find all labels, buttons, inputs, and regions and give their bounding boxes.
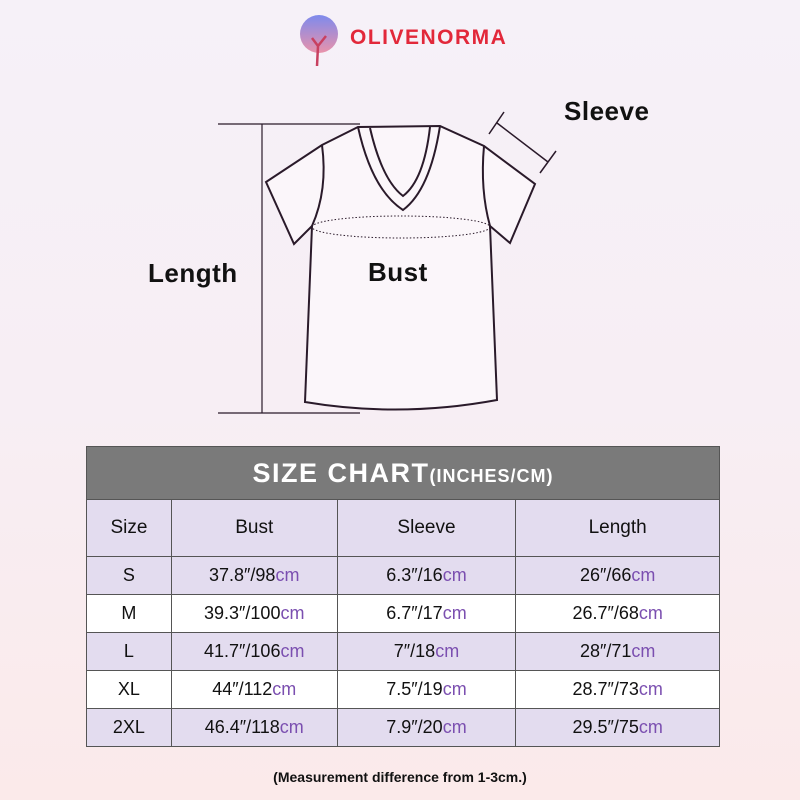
cell-length: 26″/66cm (515, 556, 720, 595)
table-row: 2XL 46.4″/118cm 7.9″/20cm 29.5″/75cm (86, 708, 720, 747)
unit-label: cm (275, 565, 300, 585)
cell-length: 29.5″/75cm (515, 708, 720, 747)
cell-size: S (86, 556, 172, 595)
sleeve-value: 6.3″/16 (386, 565, 443, 585)
cell-bust: 41.7″/106cm (170, 632, 338, 671)
measurement-note: (Measurement difference from 1-3cm.) (273, 769, 527, 785)
table-row: XL 44″/112cm 7.5″/19cm 28.7″/73cm (86, 670, 720, 709)
length-value: 26.7″/68 (572, 603, 639, 623)
bust-value: 46.4″/118 (204, 717, 280, 737)
cell-bust: 44″/112cm (170, 670, 338, 709)
sleeve-value: 7.5″/19 (386, 679, 443, 699)
cell-bust: 37.8″/98cm (170, 556, 338, 595)
unit-label: cm (279, 717, 304, 737)
bust-label: Bust (368, 257, 428, 287)
length-value: 26″/66 (579, 565, 632, 585)
title-text: SIZE CHART (252, 457, 430, 488)
sleeve-value: 6.7″/17 (386, 603, 443, 623)
length-value: 28.7″/73 (572, 679, 639, 699)
size-value: S (122, 565, 135, 585)
unit-label: cm (631, 641, 656, 661)
length-value: 29.5″/75 (572, 717, 639, 737)
bust-value: 44″/112 (212, 679, 273, 699)
unit-label: cm (280, 641, 305, 661)
sleeve-label: Sleeve (564, 96, 650, 126)
unit-label: cm (442, 679, 467, 699)
cell-size: M (86, 594, 172, 633)
header-size: Size (86, 499, 172, 557)
cell-sleeve: 6.7″/17cm (336, 594, 517, 633)
tree-logo-icon (300, 15, 338, 66)
cell-length: 26.7″/68cm (515, 594, 720, 633)
unit-label: cm (442, 603, 467, 623)
sleeve-value: 7″/18 (393, 641, 436, 661)
title-unit: (INCHES/CM) (429, 465, 554, 486)
tshirt-diagram (218, 111, 557, 414)
unit-label: cm (272, 679, 297, 699)
brand-logo: OLIVENORMA (296, 10, 507, 66)
unit-label: cm (442, 717, 467, 737)
cell-length: 28.7″/73cm (515, 670, 720, 709)
cell-bust: 46.4″/118cm (170, 708, 338, 747)
brand-name: OLIVENORMA (350, 26, 508, 49)
unit-label: cm (435, 641, 460, 661)
header-bust: Bust (170, 499, 338, 557)
cell-size: XL (86, 670, 172, 709)
sleeve-value: 7.9″/20 (386, 717, 443, 737)
size-chart-table: SIZE CHART(INCHES/CM) Size Bust Sleeve L… (86, 446, 720, 747)
cell-length: 28″/71cm (515, 632, 720, 671)
size-value: 2XL (112, 717, 145, 737)
unit-label: cm (280, 603, 305, 623)
table-title: SIZE CHART(INCHES/CM) (86, 446, 720, 500)
size-value: L (123, 641, 134, 661)
unit-label: cm (638, 679, 663, 699)
cell-sleeve: 7″/18cm (336, 632, 517, 671)
header-sleeve: Sleeve (336, 499, 517, 557)
cell-size: 2XL (86, 708, 172, 747)
size-value: M (121, 603, 137, 623)
cell-size: L (86, 632, 172, 671)
cell-sleeve: 6.3″/16cm (336, 556, 517, 595)
header-length: Length (515, 499, 720, 557)
length-value: 28″/71 (579, 641, 632, 661)
bust-value: 39.3″/100 (204, 603, 281, 623)
bust-value: 41.7″/106 (204, 641, 281, 661)
unit-label: cm (442, 565, 467, 585)
size-value: XL (117, 679, 140, 699)
cell-bust: 39.3″/100cm (170, 594, 338, 633)
cell-sleeve: 7.5″/19cm (336, 670, 517, 709)
cell-sleeve: 7.9″/20cm (336, 708, 517, 747)
unit-label: cm (631, 565, 656, 585)
table-row: S 37.8″/98cm 6.3″/16cm 26″/66cm (86, 556, 720, 595)
table-row: M 39.3″/100cm 6.7″/17cm 26.7″/68cm (86, 594, 720, 633)
unit-label: cm (638, 717, 663, 737)
table-row: L 41.7″/106cm 7″/18cm 28″/71cm (86, 632, 720, 671)
length-label: Length (148, 258, 238, 288)
unit-label: cm (638, 603, 663, 623)
bust-value: 37.8″/98 (209, 565, 276, 585)
